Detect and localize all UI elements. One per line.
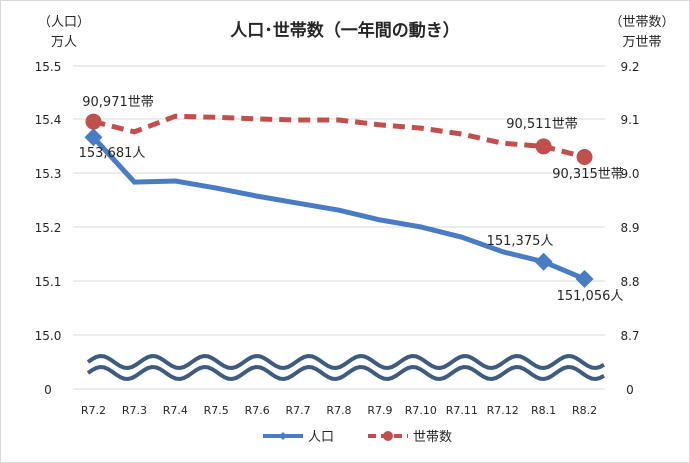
- chart-title: 人口･世帯数（一年間の動き）: [230, 20, 460, 41]
- left-tick-label: 15.1: [35, 275, 62, 289]
- x-tick-label: R7.12: [487, 404, 519, 417]
- right-axis-label-1: （世帯数）: [609, 15, 674, 30]
- population-data-label: 153,681人: [79, 146, 146, 161]
- x-tick-label: R7.6: [245, 404, 270, 417]
- left-tick-label: 15.2: [35, 221, 62, 235]
- right-tick-label: 8.7: [620, 329, 639, 343]
- households-line: [92, 113, 586, 160]
- households-marker: [535, 138, 552, 155]
- right-axis-label-2: 万世帯: [622, 35, 661, 50]
- x-tick-label: R7.7: [286, 404, 311, 417]
- left-tick-label: 15.0: [35, 329, 62, 343]
- x-tick-label: R7.5: [204, 404, 229, 417]
- left-axis-label-1: （人口）: [38, 15, 90, 30]
- right-tick-label: 8.8: [620, 275, 639, 289]
- right-tick-label: 8.9: [620, 221, 639, 235]
- population-marker: [534, 252, 553, 271]
- x-tick-label: R7.2: [81, 404, 106, 417]
- right-tick-label: 9.0: [620, 167, 639, 181]
- legend-population-label: 人口: [308, 430, 334, 445]
- right-tick-label: 0: [626, 383, 634, 397]
- households-marker: [576, 148, 593, 165]
- x-tick-label: R7.11: [446, 404, 478, 417]
- x-tick-label: R7.8: [326, 404, 351, 417]
- households-marker: [85, 113, 102, 130]
- left-tick-label: 15.3: [35, 167, 62, 181]
- households-data-label: 90,315世帯: [552, 167, 624, 182]
- population-data-label: 151,375人: [487, 234, 554, 249]
- axis-break-wave: [86, 354, 605, 370]
- left-axis-label-2: 万人: [51, 35, 77, 50]
- population-data-label: 151,056人: [557, 289, 624, 304]
- x-tick-label: R7.4: [163, 404, 188, 417]
- right-tick-label: 9.2: [620, 60, 639, 74]
- population-marker: [575, 269, 594, 288]
- households-data-label: 90,971世帯: [82, 95, 154, 110]
- x-tick-label: R7.10: [405, 404, 437, 417]
- left-tick-label: 15.4: [35, 113, 62, 127]
- right-tick-label: 9.1: [620, 113, 639, 127]
- axis-break-wave: [86, 365, 605, 381]
- legend-population-marker: [279, 432, 287, 440]
- population-line: [91, 135, 586, 282]
- x-tick-label: R8.2: [572, 404, 597, 417]
- left-tick-label: 15.5: [35, 60, 62, 74]
- households-data-label: 90,511世帯: [506, 117, 578, 132]
- population-marker: [84, 128, 103, 147]
- x-tick-label: R7.3: [122, 404, 147, 417]
- legend-households-label: 世帯数: [413, 430, 452, 445]
- left-tick-label: 0: [44, 383, 52, 397]
- x-tick-label: R8.1: [531, 404, 556, 417]
- x-tick-label: R7.9: [367, 404, 392, 417]
- legend-households-marker: [383, 431, 393, 441]
